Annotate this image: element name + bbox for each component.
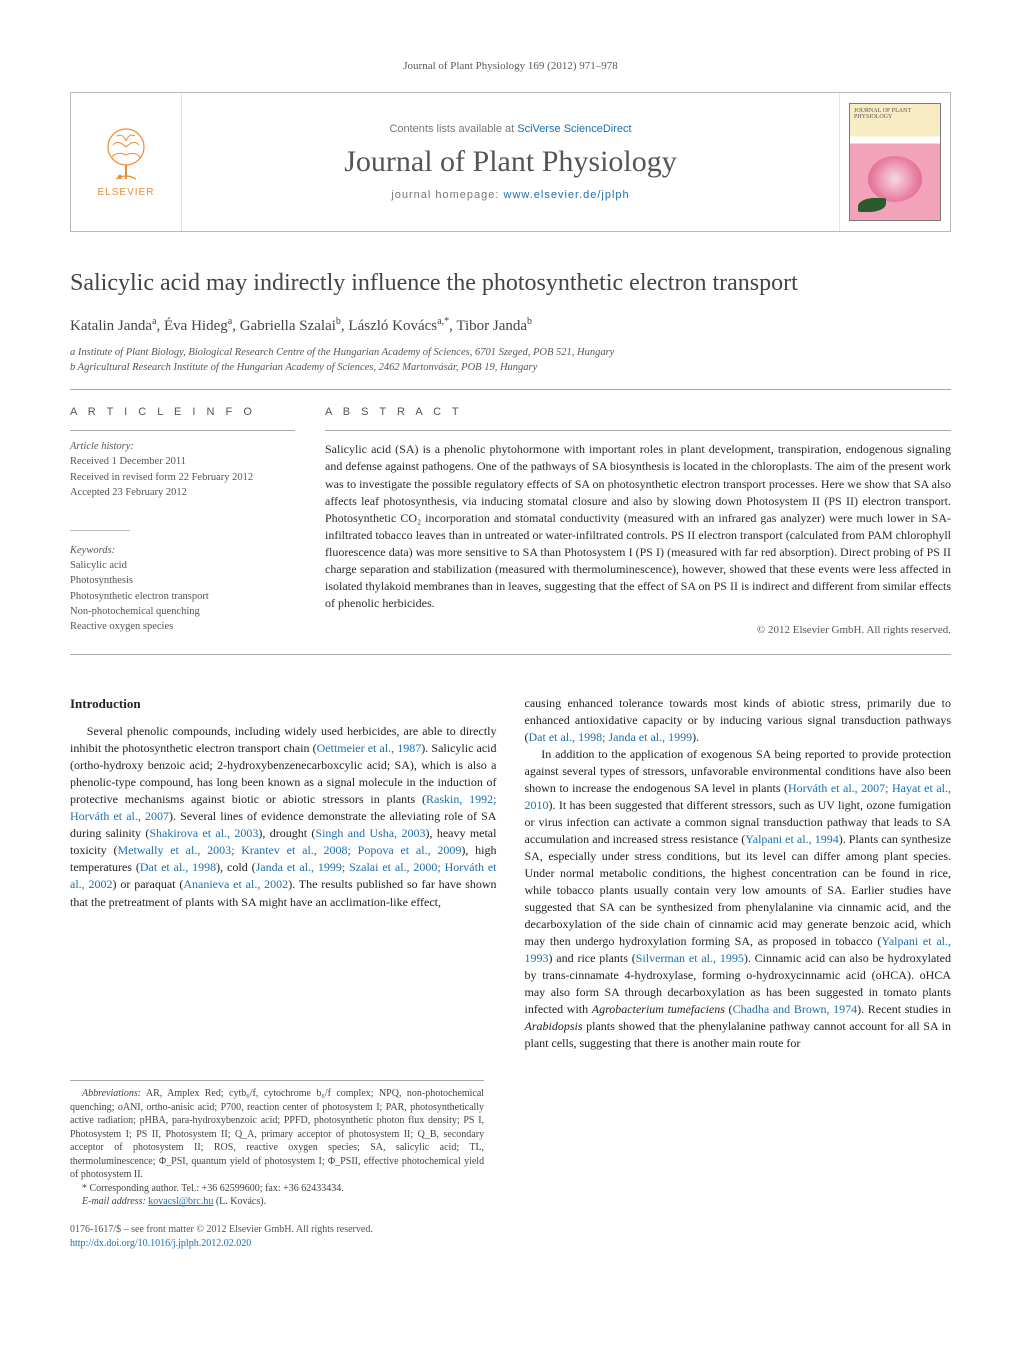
email-footnote: E-mail address: kovacsl@brc.hu (L. Kovác…: [70, 1195, 484, 1209]
author-list: Katalin Jandaa, Éva Hidega, Gabriella Sz…: [70, 316, 951, 335]
keyword-4: Non-photochemical quenching: [70, 604, 295, 619]
email-person: (L. Kovács).: [213, 1196, 266, 1207]
cover-thumb-title: JOURNAL OF PLANT PHYSIOLOGY: [854, 108, 940, 120]
abstract-heading: A B S T R A C T: [325, 406, 951, 418]
history-received: Received 1 December 2011: [70, 454, 295, 469]
contents-prefix: Contents lists available at: [389, 123, 517, 135]
history-revised: Received in revised form 22 February 201…: [70, 470, 295, 485]
doi-link[interactable]: http://dx.doi.org/10.1016/j.jplph.2012.0…: [70, 1238, 251, 1249]
footnotes-block: Abbreviations: AR, Amplex Red; cytb₆/f, …: [70, 1080, 484, 1209]
section-intro-heading: Introduction: [70, 695, 497, 713]
keyword-2: Photosynthesis: [70, 573, 295, 588]
email-link[interactable]: kovacsl@brc.hu: [148, 1196, 213, 1207]
abstract-copyright: © 2012 Elsevier GmbH. All rights reserve…: [325, 624, 951, 636]
intro-para-1: Several phenolic compounds, including wi…: [70, 723, 497, 910]
email-label: E-mail address:: [82, 1196, 146, 1207]
history-head: Article history:: [70, 441, 295, 452]
keyword-3: Photosynthetic electron transport: [70, 589, 295, 604]
journal-name: Journal of Plant Physiology: [344, 145, 677, 179]
elsevier-tree-icon: [103, 127, 149, 183]
homepage-line: journal homepage: www.elsevier.de/jplph: [391, 189, 629, 201]
affiliations: a Institute of Plant Biology, Biological…: [70, 345, 951, 375]
running-head: Journal of Plant Physiology 169 (2012) 9…: [70, 60, 951, 72]
page-footer: 0176-1617/$ – see front matter © 2012 El…: [70, 1223, 951, 1251]
abbrev-text: AR, Amplex Red; cytb₆/f, cytochrome b₆/f…: [70, 1088, 484, 1180]
abstract-column: A B S T R A C T Salicylic acid (SA) is a…: [325, 406, 951, 635]
affiliation-b: b Agricultural Research Institute of the…: [70, 360, 951, 375]
cover-leaf-icon: [858, 198, 886, 212]
publisher-logo-cell: ELSEVIER: [71, 93, 181, 231]
body-two-column: Introduction Several phenolic compounds,…: [70, 695, 951, 1053]
intro-para-1-cont: causing enhanced tolerance towards most …: [525, 695, 952, 746]
journal-cover-thumb: JOURNAL OF PLANT PHYSIOLOGY: [849, 103, 941, 221]
sciencedirect-link[interactable]: SciVerse ScienceDirect: [517, 123, 631, 135]
article-title: Salicylic acid may indirectly influence …: [70, 268, 951, 298]
corresponding-author-footnote: * Corresponding author. Tel.: +36 625996…: [70, 1182, 484, 1196]
cover-thumb-cell: JOURNAL OF PLANT PHYSIOLOGY: [840, 93, 950, 231]
article-info-column: A R T I C L E I N F O Article history: R…: [70, 406, 295, 635]
article-info-heading: A R T I C L E I N F O: [70, 406, 295, 418]
homepage-prefix: journal homepage:: [391, 189, 503, 201]
abstract-text: Salicylic acid (SA) is a phenolic phytoh…: [325, 441, 951, 611]
abbrev-label: Abbreviations:: [82, 1088, 141, 1099]
keyword-5: Reactive oxygen species: [70, 619, 295, 634]
masthead-center: Contents lists available at SciVerse Sci…: [181, 93, 840, 231]
contents-line: Contents lists available at SciVerse Sci…: [389, 123, 631, 135]
keyword-1: Salicylic acid: [70, 558, 295, 573]
masthead: ELSEVIER Contents lists available at Sci…: [70, 92, 951, 232]
cover-flower-icon: [868, 156, 922, 202]
abbreviations-footnote: Abbreviations: AR, Amplex Red; cytb₆/f, …: [70, 1087, 484, 1182]
elsevier-wordmark: ELSEVIER: [98, 187, 155, 198]
footer-front-matter: 0176-1617/$ – see front matter © 2012 El…: [70, 1223, 951, 1237]
intro-para-2: In addition to the application of exogen…: [525, 746, 952, 1053]
history-accepted: Accepted 23 February 2012: [70, 485, 295, 500]
elsevier-logo: ELSEVIER: [98, 127, 155, 198]
affiliation-a: a Institute of Plant Biology, Biological…: [70, 345, 951, 360]
keywords-head: Keywords:: [70, 545, 295, 556]
journal-homepage-link[interactable]: www.elsevier.de/jplph: [504, 189, 630, 201]
